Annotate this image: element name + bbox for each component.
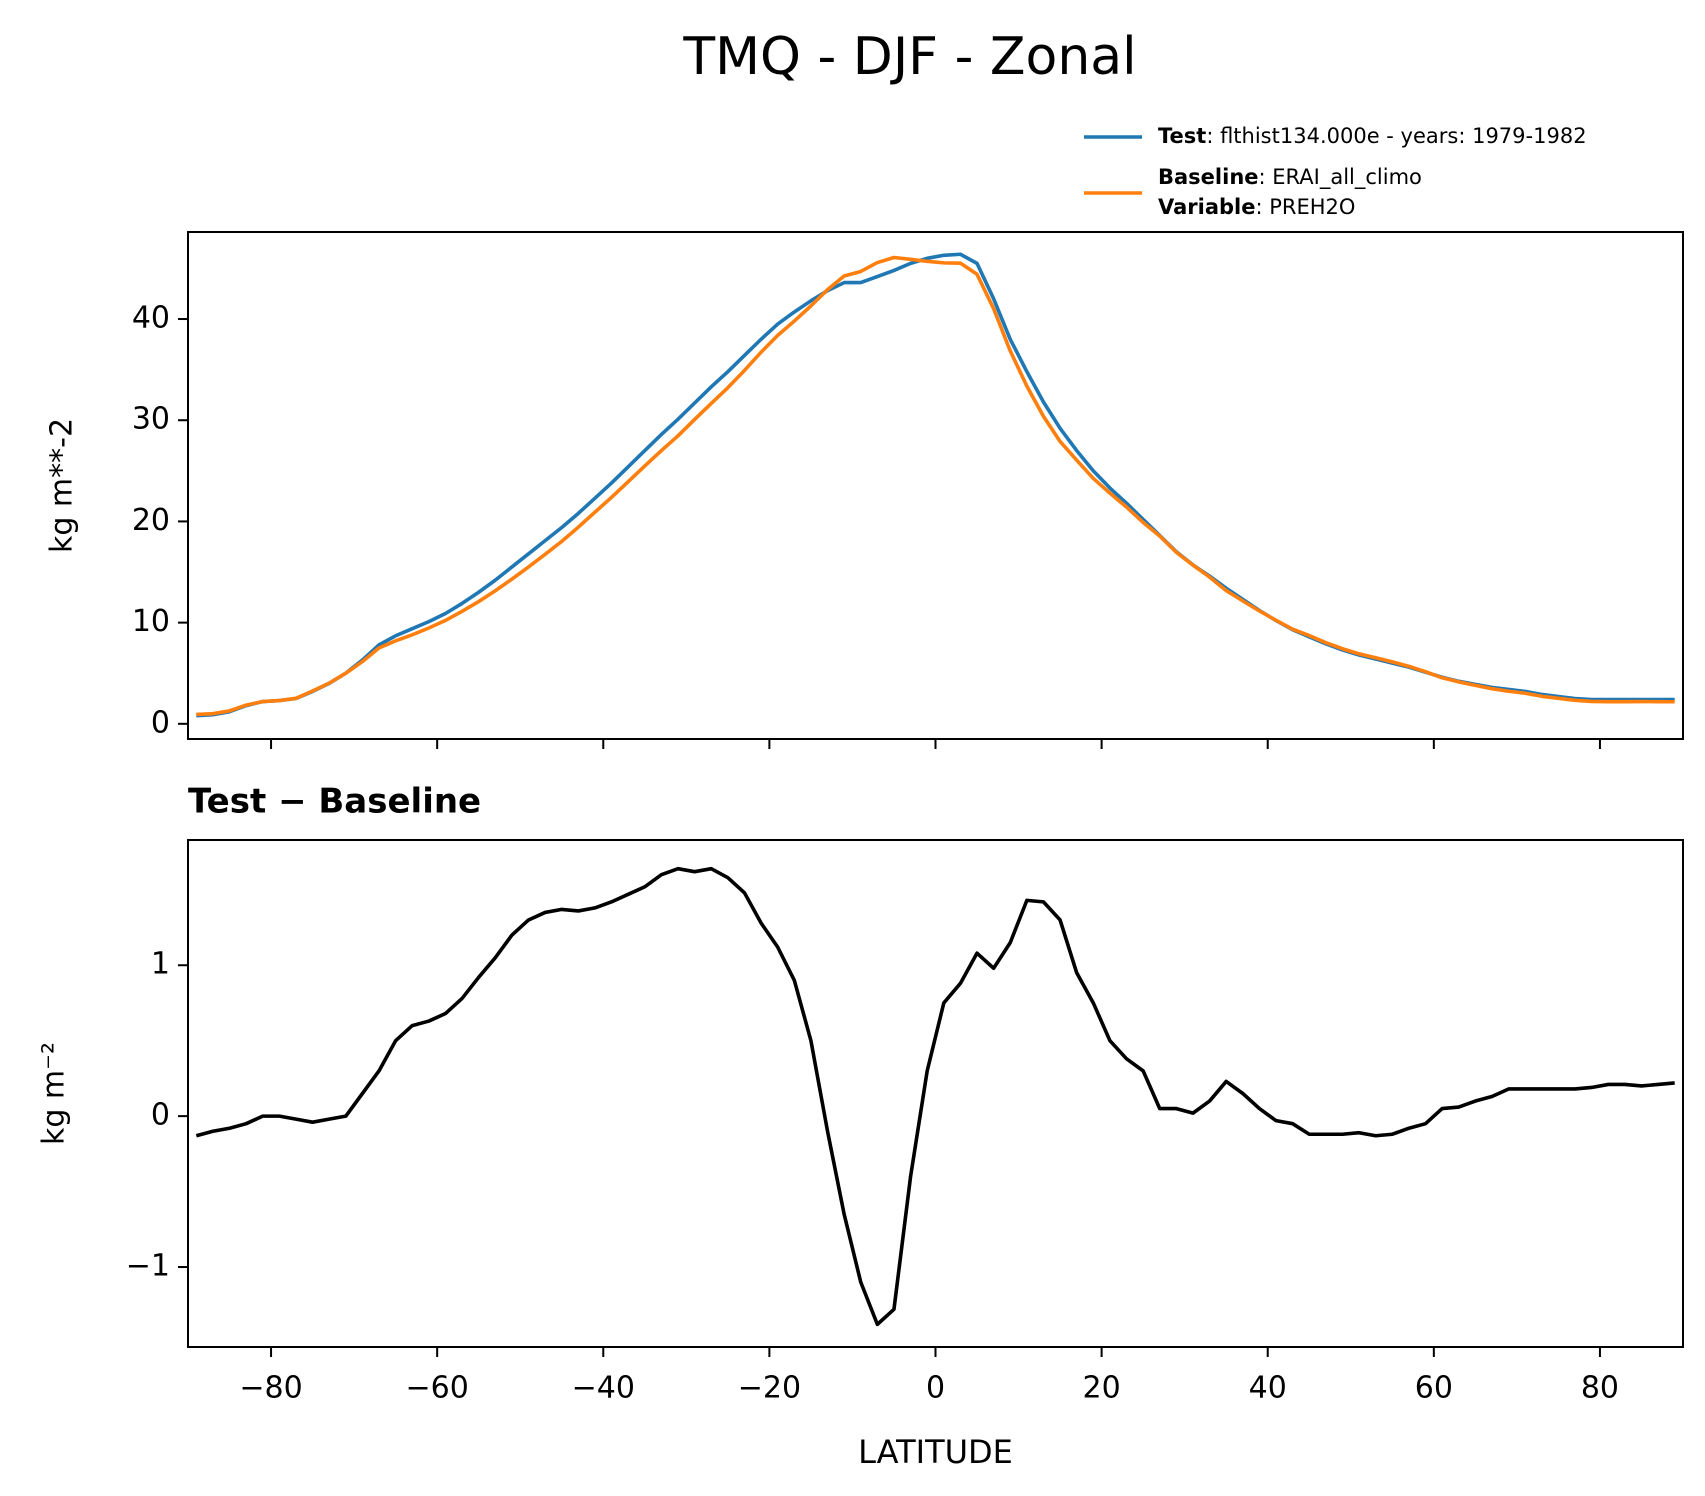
x-tick-label: −40 — [572, 1371, 635, 1406]
y-tick-label: 20 — [132, 503, 170, 538]
x-tick-label: 80 — [1581, 1371, 1619, 1406]
legend-name: Baseline — [1158, 165, 1259, 189]
y-axis-label: kg m**-2 — [45, 418, 80, 553]
y-tick-label: 30 — [132, 402, 170, 437]
legend-label: : flthist134.000e - years: 1979-1982 — [1206, 124, 1586, 148]
x-tick-label: 0 — [926, 1371, 945, 1406]
legend-label: : ERAI_all_climo — [1259, 165, 1422, 190]
legend-name: Variable — [1158, 195, 1255, 219]
legend-entry: Test: flthist134.000e - years: 1979-1982 — [1158, 124, 1587, 148]
legend-entry: Variable: PREH2O — [1158, 195, 1355, 219]
y-tick-label: 10 — [132, 604, 170, 639]
x-tick-label: −20 — [738, 1371, 801, 1406]
x-tick-label: 40 — [1249, 1371, 1287, 1406]
subplot-title: Test − Baseline — [188, 782, 481, 822]
legend-label: : PREH2O — [1255, 195, 1355, 219]
y-tick-label: 1 — [151, 947, 170, 982]
axes-frame — [187, 839, 1684, 1348]
data-line — [195, 866, 1675, 1327]
x-axis-label: LATITUDE — [858, 1433, 1013, 1471]
figure-title: TMQ - DJF - Zonal — [682, 27, 1136, 87]
axes-frame — [187, 231, 1684, 740]
data-line — [196, 252, 1675, 718]
y-tick-label: −1 — [126, 1249, 170, 1284]
legend-name: Test — [1158, 124, 1206, 148]
y-tick-label: 0 — [151, 1098, 170, 1133]
y-tick-label: 40 — [132, 301, 170, 336]
x-tick-label: 20 — [1083, 1371, 1121, 1406]
y-axis-label: kg m⁻² — [37, 1042, 72, 1145]
data-line — [196, 255, 1675, 717]
x-tick-label: −60 — [406, 1371, 469, 1406]
x-tick-label: 60 — [1415, 1371, 1453, 1406]
x-tick-label: −80 — [239, 1371, 302, 1406]
y-tick-label: 0 — [151, 705, 170, 740]
legend-entry: Baseline: ERAI_all_climo — [1158, 165, 1422, 190]
